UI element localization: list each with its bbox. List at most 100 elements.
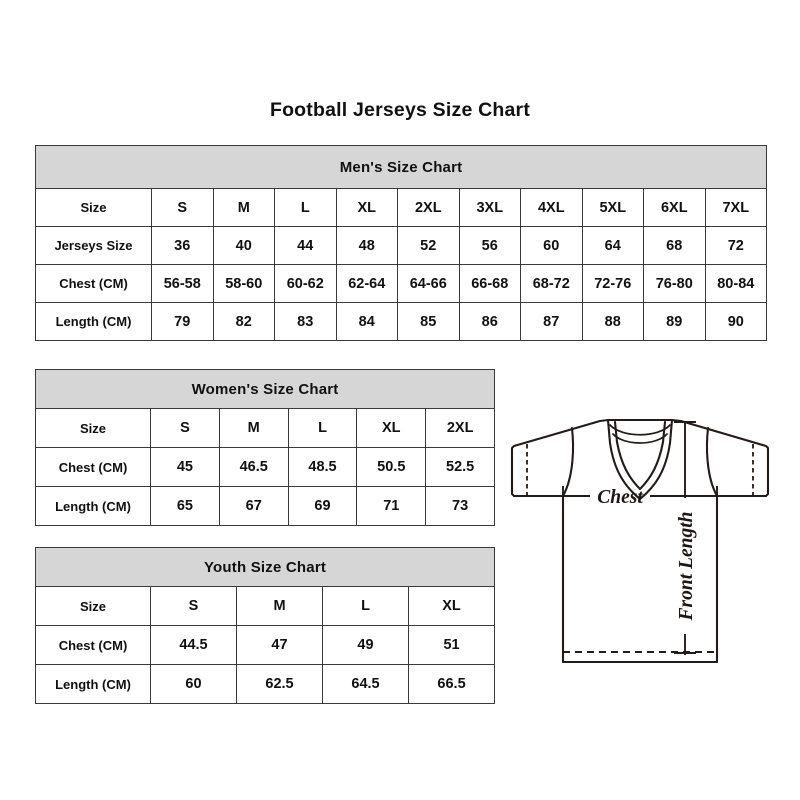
table-cell: 62.5: [236, 664, 323, 704]
shirt-left-sleeve-outline: [510, 418, 610, 498]
table-header-row: Size S M L XL 2XL: [35, 408, 496, 448]
youth-table-caption: Youth Size Chart: [34, 547, 496, 587]
shirt-right-sleeve-outline: [670, 418, 770, 498]
table-cell: 51: [407, 625, 496, 665]
table-cell: 46.5: [218, 447, 289, 487]
table-cell: 90: [704, 302, 768, 341]
table-row: Jerseys Size 36 40 44 48 52 56 60 64 68 …: [35, 226, 768, 265]
table-cell: 79: [151, 302, 214, 341]
column-header-xl: XL: [335, 188, 398, 227]
row-label-chest-cm: Chest (CM): [35, 447, 151, 487]
table-cell: 47: [236, 625, 323, 665]
womens-table-caption: Women's Size Chart: [34, 369, 496, 409]
table-cell: 68: [643, 226, 706, 265]
table-cell: 52: [397, 226, 460, 265]
table-caption-row: Men's Size Chart: [34, 145, 768, 189]
table-header-row: Size S M L XL 2XL 3XL 4XL 5XL 6XL 7XL: [35, 188, 768, 227]
column-header-2xl: 2XL: [397, 188, 460, 227]
column-header-s: S: [150, 586, 237, 626]
column-header-6xl: 6XL: [643, 188, 706, 227]
table-cell: 48.5: [287, 447, 358, 487]
table-cell: 72: [704, 226, 768, 265]
womens-size-chart-table: Women's Size Chart Size S M L XL 2XL Che…: [34, 369, 496, 526]
table-cell: 44: [274, 226, 337, 265]
shirt-left-armhole: [561, 426, 575, 498]
table-cell: 82: [212, 302, 275, 341]
column-header-m: M: [212, 188, 275, 227]
column-header-l: L: [274, 188, 337, 227]
table-cell: 73: [425, 486, 496, 526]
table-cell: 72-76: [581, 264, 644, 303]
table-cell: 66.5: [407, 664, 496, 704]
table-row: Length (CM) 79 82 83 84 85 86 87 88 89 9…: [35, 302, 768, 341]
row-label-length-cm: Length (CM): [35, 664, 151, 704]
table-cell: 44.5: [150, 625, 237, 665]
table-cell: 58-60: [212, 264, 275, 303]
table-header-row: Size S M L XL: [35, 586, 496, 626]
table-cell: 50.5: [356, 447, 427, 487]
column-header-xl: XL: [407, 586, 496, 626]
column-header-m: M: [236, 586, 323, 626]
table-cell: 64: [581, 226, 644, 265]
column-header-size: Size: [35, 408, 151, 448]
shirt-vneck-outer: [606, 418, 674, 501]
table-cell: 86: [458, 302, 521, 341]
jersey-measurement-diagram: Chest Front Length: [500, 398, 794, 693]
column-header-s: S: [150, 408, 220, 448]
table-cell: 60: [150, 664, 237, 704]
table-cell: 52.5: [425, 447, 496, 487]
table-cell: 84: [335, 302, 398, 341]
table-caption-row: Youth Size Chart: [34, 547, 496, 587]
column-header-size: Size: [35, 188, 152, 227]
table-row: Length (CM) 65 67 69 71 73: [35, 486, 496, 526]
table-row: Chest (CM) 45 46.5 48.5 50.5 52.5: [35, 447, 496, 487]
table-cell: 83: [274, 302, 337, 341]
row-label-length-cm: Length (CM): [35, 486, 151, 526]
shirt-collar-arc-upper: [609, 424, 671, 436]
front-length-label: Front Length: [676, 512, 697, 622]
table-row: Chest (CM) 56-58 58-60 60-62 62-64 64-66…: [35, 264, 768, 303]
chest-label: Chest: [597, 487, 643, 508]
column-header-2xl: 2XL: [425, 408, 496, 448]
row-label-length-cm: Length (CM): [35, 302, 152, 341]
column-header-s: S: [151, 188, 214, 227]
table-cell: 49: [322, 625, 409, 665]
shirt-vneck-inner: [613, 420, 667, 491]
shirt-right-armhole: [705, 426, 719, 498]
table-cell: 45: [150, 447, 220, 487]
table-cell: 66-68: [458, 264, 521, 303]
column-header-size: Size: [35, 586, 151, 626]
table-cell: 67: [218, 486, 289, 526]
column-header-xl: XL: [356, 408, 427, 448]
table-cell: 69: [287, 486, 358, 526]
column-header-l: L: [322, 586, 409, 626]
table-row: Length (CM) 60 62.5 64.5 66.5: [35, 664, 496, 704]
column-header-5xl: 5XL: [581, 188, 644, 227]
mens-size-chart-table: Men's Size Chart Size S M L XL 2XL 3XL 4…: [34, 145, 768, 341]
row-label-chest-cm: Chest (CM): [35, 625, 151, 665]
page-title: Football Jerseys Size Chart: [269, 99, 531, 121]
column-header-7xl: 7XL: [704, 188, 768, 227]
table-cell: 68-72: [520, 264, 583, 303]
table-cell: 87: [520, 302, 583, 341]
table-cell: 80-84: [704, 264, 768, 303]
mens-table-caption: Men's Size Chart: [34, 145, 768, 189]
table-cell: 40: [212, 226, 275, 265]
table-cell: 60-62: [274, 264, 337, 303]
column-header-4xl: 4XL: [520, 188, 583, 227]
table-cell: 56-58: [151, 264, 214, 303]
table-cell: 64.5: [322, 664, 409, 704]
row-label-jerseys-size: Jerseys Size: [35, 226, 152, 265]
table-row: Chest (CM) 44.5 47 49 51: [35, 625, 496, 665]
column-header-m: M: [218, 408, 289, 448]
table-cell: 62-64: [335, 264, 398, 303]
table-cell: 85: [397, 302, 460, 341]
column-header-3xl: 3XL: [458, 188, 521, 227]
shirt-collar-arc-lower: [612, 433, 668, 444]
column-header-l: L: [287, 408, 358, 448]
table-cell: 76-80: [643, 264, 706, 303]
table-cell: 64-66: [397, 264, 460, 303]
table-caption-row: Women's Size Chart: [34, 369, 496, 409]
table-cell: 56: [458, 226, 521, 265]
table-cell: 36: [151, 226, 214, 265]
